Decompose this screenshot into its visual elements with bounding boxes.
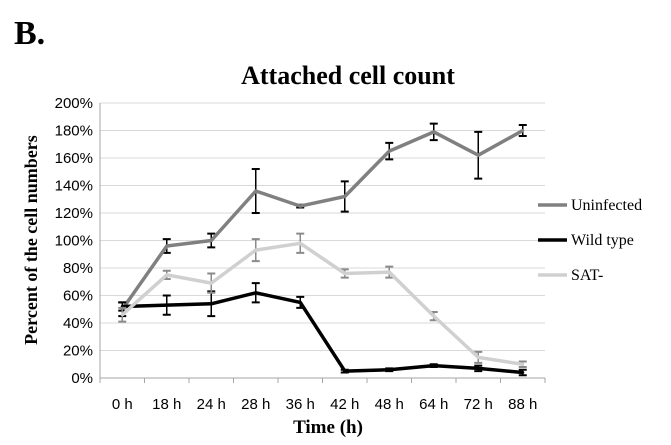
y-tick-label: 0% [71, 370, 93, 387]
data-point [476, 153, 480, 157]
data-point [298, 241, 302, 245]
data-point [165, 244, 169, 248]
y-tick-label: 80% [63, 260, 93, 277]
data-point [521, 362, 525, 366]
series-line [120, 128, 524, 311]
x-tick-label: 18 h [152, 396, 181, 413]
data-point [387, 149, 391, 153]
data-point [165, 303, 169, 307]
y-tick-label: 180% [55, 123, 93, 140]
legend-label: Uninfected [571, 197, 642, 214]
data-point [387, 368, 391, 372]
grid-lines [100, 102, 545, 351]
data-point [521, 129, 525, 132]
y-tick-label: 60% [63, 288, 93, 305]
data-point [521, 371, 525, 374]
x-tick-label: 88 h [508, 396, 537, 413]
y-tick-label: 160% [55, 150, 93, 167]
legend-item: SAT- [538, 267, 603, 284]
y-tick-label: 40% [63, 315, 93, 332]
legend-label: SAT- [571, 267, 603, 284]
y-tick-label: 20% [63, 343, 93, 360]
data-point [432, 130, 436, 134]
data-point [343, 369, 347, 373]
series-layer [118, 122, 527, 377]
data-point [254, 189, 258, 193]
data-point [298, 204, 302, 208]
x-tick-label: 42 h [330, 396, 359, 413]
x-tick-label: 48 h [375, 396, 404, 413]
series-sat [118, 232, 527, 368]
data-point [209, 302, 213, 306]
data-point [432, 314, 436, 318]
data-point [254, 248, 258, 252]
data-point [165, 273, 169, 277]
series-uninfected [118, 122, 527, 318]
x-tick-label: 24 h [197, 396, 226, 413]
x-axis-label: Time (h) [293, 417, 363, 438]
y-tick-label: 120% [55, 205, 93, 222]
data-point [120, 313, 124, 317]
series-line [121, 241, 524, 367]
x-tick-label: 64 h [419, 396, 448, 413]
legend: Uninfected Wild type SAT- [538, 197, 642, 284]
data-point [476, 366, 480, 370]
data-point [254, 291, 258, 295]
data-point [209, 281, 213, 285]
x-tick-label: 28 h [241, 396, 270, 413]
panel-label: B. [14, 15, 45, 52]
x-tick-label: 72 h [464, 396, 493, 413]
y-tick-label: 100% [55, 233, 93, 250]
x-tick-label: 36 h [286, 396, 315, 413]
legend-label: Wild type [571, 232, 634, 249]
data-point [343, 195, 347, 198]
y-tick-label: 140% [55, 178, 93, 195]
data-point [298, 300, 302, 304]
y-tick-label: 200% [55, 95, 93, 112]
series-line [122, 291, 523, 375]
x-tick-label: 0 h [112, 396, 133, 413]
axes [99, 103, 546, 383]
y-axis-label: Percent of the cell numbers [21, 135, 41, 345]
series-wild-type [118, 282, 527, 377]
data-point [209, 239, 213, 242]
y-tick-labels: 0% 20% 40% 60% 80% 100% 120% 140% 160% 180% 200% [55, 95, 93, 387]
data-point [476, 355, 480, 359]
chart-title: Attached cell count [241, 61, 455, 90]
x-tick-labels: 0 h 18 h 24 h 28 h 36 h 42 h 48 h 64 h 72 h 88 h [112, 396, 538, 413]
data-point [343, 272, 347, 275]
legend-item: Wild type [538, 232, 634, 249]
data-point [387, 270, 391, 274]
legend-item: Uninfected [538, 197, 642, 214]
data-point [432, 364, 436, 368]
